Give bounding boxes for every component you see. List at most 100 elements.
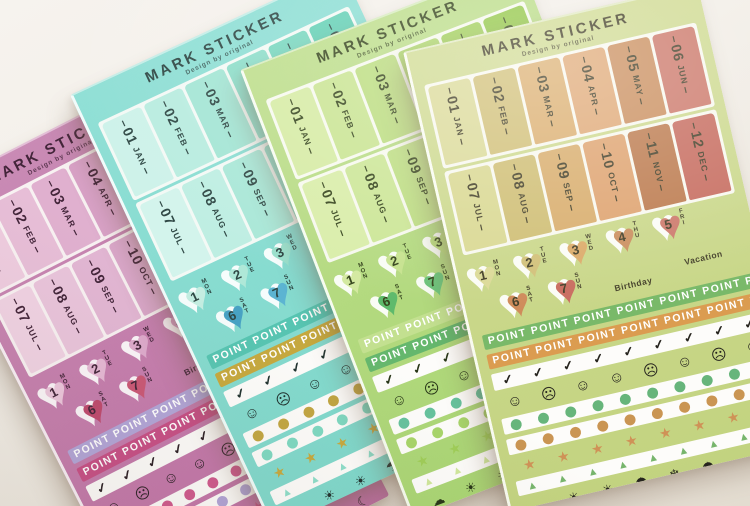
smile-face-icon: ☺ [573,375,593,396]
tab-dash: – [474,222,490,233]
month-number: 02 [329,87,351,110]
month-number: 01 [119,124,142,148]
frown-face-icon: ☹ [272,388,295,411]
month-abbr: MAR [541,95,557,120]
checkmark-icon: ✓ [591,349,606,367]
checkmark-icon: ✓ [438,348,455,367]
month-number: 06 [667,42,688,64]
month-tab-label: –08AUG– [507,162,539,239]
month-abbr: SEP [251,187,270,210]
month-abbr: MAR [213,106,233,132]
frown-face-icon: ☹ [641,360,661,381]
dot-sticker [704,393,719,408]
dot-sticker [276,416,291,431]
triangle-icon: ▲ [421,473,436,489]
triangle-icon: ▲ [676,443,691,458]
snowflake-icon: ❄ [667,465,682,483]
rainbow-icon: ☁ [734,449,750,467]
month-number: 07 [463,180,484,202]
vacation-label: Vacation [683,248,724,267]
month-number: 07 [318,186,340,210]
cloud-icon: ☁ [531,496,548,506]
dot-sticker [159,498,175,506]
month-tab-label: –05MAY– [621,44,653,121]
dot-sticker [514,437,528,452]
month-number: 03 [371,71,394,94]
tab-dash: – [654,182,670,193]
dot-sticker [672,379,687,393]
month-tab-label: –07JUL– [462,172,494,249]
month-abbr: MAR [382,92,400,117]
tab-dash: – [454,136,470,147]
star-icon: ★ [725,407,742,427]
dot-sticker [422,405,438,420]
month-tab-label: –12DEC– [686,121,718,198]
dot-sticker [623,412,637,426]
month-tab-label: –01JAN– [442,86,474,163]
smile-face-icon: ☺ [188,452,211,475]
checkmark-icon: ✓ [287,357,305,377]
tab-dash: – [499,126,515,137]
tab-dash: – [698,172,715,183]
star-icon: ★ [413,450,432,471]
month-abbr: APR [96,185,116,210]
star-icon: ★ [270,461,289,482]
dot-sticker [732,387,746,401]
month-number: 07 [156,205,179,228]
month-number: 05 [623,52,643,74]
dot-sticker [404,435,419,450]
dot-sticker [430,425,445,440]
month-abbr: AUG [61,303,81,328]
triangle-icon: ▲ [555,471,570,486]
dot-sticker [591,398,605,412]
cloud-icon: ☁ [288,500,307,506]
checkmark-icon: ✓ [381,370,397,389]
tab-dash: – [544,118,560,129]
dot-sticker [326,392,341,408]
month-tab-label: –09SEP– [552,152,584,229]
month-tab-label: –03MAR– [532,65,564,142]
month-number: 08 [361,170,383,193]
checkmark-icon: ✓ [144,452,161,471]
star-icon: ★ [521,454,538,474]
month-number: 03 [202,85,224,109]
month-abbr: SEP [99,284,118,307]
tab-dash: – [519,214,536,225]
month-abbr: JUL [329,208,346,230]
checkmark-icon: ✓ [260,370,277,390]
checkmark-icon: ✓ [500,370,515,388]
checkmark-icon: ✓ [232,383,249,403]
triangle-icon: ▲ [334,458,350,474]
dot-sticker [645,386,660,400]
triangle-icon: ▲ [586,464,600,479]
frown-face-icon: ☹ [539,383,559,404]
checkmark-icon: ✓ [409,359,426,378]
triangle-icon: ▲ [646,450,660,465]
sun-icon: ☀ [462,477,479,497]
smile-face-icon: ☺ [389,389,410,412]
birthday-label: Birthday [613,274,654,294]
frown-face-icon: ☹ [709,344,729,365]
month-abbr: NOV [650,160,666,184]
smile-face-icon: ☺ [453,364,475,387]
month-abbr: AUG [371,191,389,216]
checkmark-icon: ✓ [195,426,212,445]
star-icon: ★ [589,439,606,458]
checkmark-icon: ✓ [561,356,576,374]
month-tab-label: –01JAN– [284,96,326,172]
checkmark-icon: ✓ [681,328,696,346]
dot-sticker [182,486,198,502]
star-icon: ★ [301,447,320,468]
triangle-icon: ▲ [525,478,539,493]
checkmark-icon: ✓ [621,342,636,360]
star-icon: ★ [445,438,464,458]
triangle-icon: ▲ [362,445,378,461]
checkmark-icon: ✓ [93,478,110,497]
dot-sticker [250,427,266,443]
smile-face-icon: ☺ [743,336,750,357]
triangle-icon: ▲ [279,484,295,500]
dot-sticker [301,404,316,420]
dot-sticker [456,415,471,430]
month-abbr: SEP [414,175,431,198]
